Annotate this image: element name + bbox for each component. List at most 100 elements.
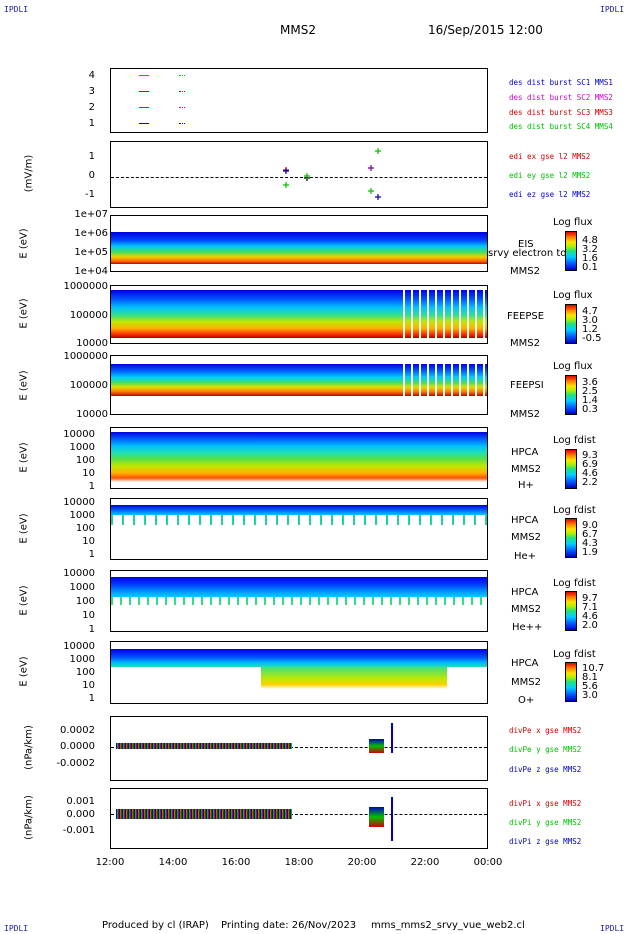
divpe-trace: [116, 743, 292, 749]
feepse-ytick: 100000: [69, 310, 108, 321]
eis-ylabel: E (eV): [18, 228, 30, 259]
time-tick: 12:00: [95, 857, 125, 868]
burst-label-sc1: des dist burst SC1 MMS1: [509, 78, 613, 87]
edi-marker: [375, 194, 381, 200]
hpca-o-ytick: 100: [75, 667, 95, 678]
edi-label-ey: edi ey gse l2 MMS2: [509, 171, 591, 180]
divpi-label-x: divPi x gse MMS2: [509, 799, 582, 808]
hpca-he-colorbar-title: Log fdist: [553, 505, 596, 516]
burst-ytick: 1: [88, 118, 95, 129]
hpca-h-ylabel: E (eV): [18, 442, 30, 473]
eis-instrument: EIS: [518, 239, 534, 250]
edi-ytick: 0: [88, 170, 95, 181]
divpi-ylabel: (nPa/km): [23, 795, 35, 840]
time-tick: 22:00: [410, 857, 440, 868]
burst-ytick: 2: [88, 102, 95, 113]
hpca-h-spectrogram: [111, 432, 487, 482]
hpca-he2-colorbar-title: Log fdist: [553, 578, 596, 589]
hpca-o-colorbar-title: Log fdist: [553, 649, 596, 660]
hpca-o-ytick: 1000: [69, 654, 95, 665]
hpca-o-cb-value: 8.1: [582, 672, 598, 683]
hpca-he2-spectrogram: [111, 577, 487, 597]
hpca-h-cb-value: 9.3: [582, 450, 598, 461]
hpca-he-species: He+: [514, 551, 537, 562]
eis-panel: [110, 215, 488, 272]
divpe-ytick: -0.0002: [56, 758, 95, 769]
edi-marker: [283, 182, 289, 188]
hpca-o-colorbar: [565, 662, 577, 702]
hpca-he2-ylabel: E (eV): [18, 585, 30, 616]
hpca-o-species: O+: [518, 695, 535, 706]
divpi-ytick: -0.001: [62, 825, 95, 836]
divpe-ytick: 0.0002: [60, 725, 95, 736]
hpca-he2-cb-value: 4.6: [582, 611, 598, 622]
hpca-he-instrument: HPCA: [511, 515, 539, 526]
divpi-label-z: divPi z gse MMS2: [509, 837, 582, 846]
eis-cb-value: 1.6: [582, 253, 598, 264]
hpca-he2-ytick: 1: [88, 624, 95, 635]
corner-label-top-left: IPDLI: [4, 5, 29, 14]
edi-label-ex: edi ex gse l2 MMS2: [509, 152, 591, 161]
corner-label-bottom-right: IPDLI: [600, 924, 625, 933]
hpca-o-ylabel: E (eV): [18, 656, 30, 687]
hpca-o-cb-value: 5.6: [582, 681, 598, 692]
feepse-colorbar: [565, 304, 577, 344]
footer-file: mms_mms2_srvy_vue_web2.cl: [371, 920, 525, 931]
feepse-cb-value: -0.5: [582, 333, 602, 344]
header-spacecraft: MMS2: [280, 23, 316, 37]
feepsi-ytick: 1000000: [63, 351, 108, 362]
hpca-o-cb-value: 3.0: [582, 690, 598, 701]
hpca-h-ytick: 1000: [69, 442, 95, 453]
hpca-h-cb-value: 6.9: [582, 459, 598, 470]
time-tick: 20:00: [347, 857, 377, 868]
hpca-he2-ytick: 100: [75, 596, 95, 607]
edi-ylabel: (mV/m): [23, 154, 35, 193]
feepsi-cb-value: 0.3: [582, 404, 598, 415]
eis-cb-value: 3.2: [582, 244, 598, 255]
eis-extra-label: srvy electron to: [488, 248, 567, 259]
hpca-he2-cb-value: 7.1: [582, 602, 598, 613]
feepse-ytick: 10000: [76, 338, 108, 349]
burst-panel: [110, 68, 488, 133]
feepse-cb-value: 1.2: [582, 324, 598, 335]
burst-ytick: 4: [88, 70, 95, 81]
edi-markers: [283, 148, 381, 200]
divpe-burst: [369, 739, 384, 753]
feepse-ylabel: E (eV): [18, 298, 30, 329]
feepsi-spacecraft: MMS2: [510, 409, 540, 420]
hpca-o-ytick: 10000: [63, 641, 95, 652]
header-datetime: 16/Sep/2015 12:00: [428, 23, 543, 37]
corner-label-top-right: IPDLI: [600, 5, 625, 14]
hpca-he2-colorbar: [565, 591, 577, 631]
feepsi-instrument: FEEPSI: [510, 380, 544, 391]
hpca-he2-ytick: 10000: [63, 568, 95, 579]
feepsi-cb-value: 2.5: [582, 386, 598, 397]
eis-colorbar: [565, 231, 577, 271]
hpca-he2-ytick: 10: [82, 610, 95, 621]
hpca-he2-species: He++: [512, 622, 543, 633]
hpca-he-cb-value: 4.3: [582, 538, 598, 549]
hpca-he2-panel: [110, 570, 488, 632]
hpca-he-spacecraft: MMS2: [511, 532, 541, 543]
edi-marker: [304, 173, 310, 179]
hpca-he-ytick: 1: [88, 549, 95, 560]
eis-spacecraft: MMS2: [510, 266, 540, 277]
feepsi-cb-value: 1.4: [582, 395, 598, 406]
hpca-o-cb-value: 10.7: [582, 663, 605, 674]
feepsi-ylabel: E (eV): [18, 370, 30, 401]
eis-ytick: 1e+04: [74, 266, 108, 277]
hpca-he2-ytick: 1000: [69, 582, 95, 593]
hpca-he2-cb-value: 2.0: [582, 620, 598, 631]
edi-ytick: 1: [88, 151, 95, 162]
burst-label-sc4: des dist burst SC4 MMS4: [509, 122, 613, 131]
feepsi-ytick: 100000: [69, 380, 108, 391]
divpi-trace: [116, 809, 292, 819]
hpca-h-cb-value: 4.6: [582, 468, 598, 479]
divpe-label-x: divPe x gse MMS2: [509, 726, 582, 735]
feepsi-ytick: 10000: [76, 409, 108, 420]
hpca-h-species: H+: [518, 480, 534, 491]
hpca-o-spectrogram: [111, 649, 487, 667]
divpi-burst: [369, 807, 384, 827]
edi-marker: [375, 148, 381, 154]
hpca-h-panel: [110, 427, 488, 489]
